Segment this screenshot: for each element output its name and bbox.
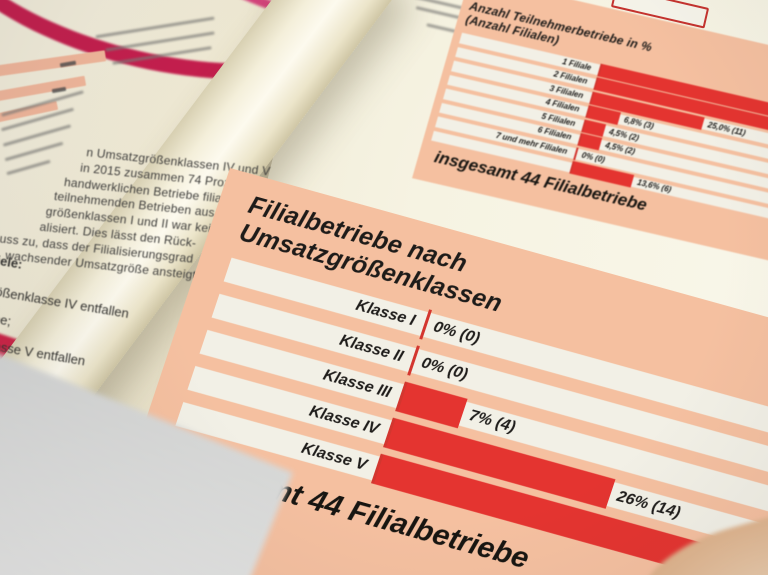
row-value: 4,5% (2) <box>604 141 636 157</box>
row-value: 0% (0) <box>580 150 606 165</box>
row-value: 26% (14) <box>614 487 683 521</box>
row-value: 0% (0) <box>419 354 471 384</box>
row-value: 0% (0) <box>431 318 483 347</box>
row-value: 4,5% (2) <box>608 127 640 143</box>
row-value: 13,6% (6) <box>635 178 673 195</box>
row-value: 7% (4) <box>466 406 518 436</box>
bar <box>579 133 603 151</box>
